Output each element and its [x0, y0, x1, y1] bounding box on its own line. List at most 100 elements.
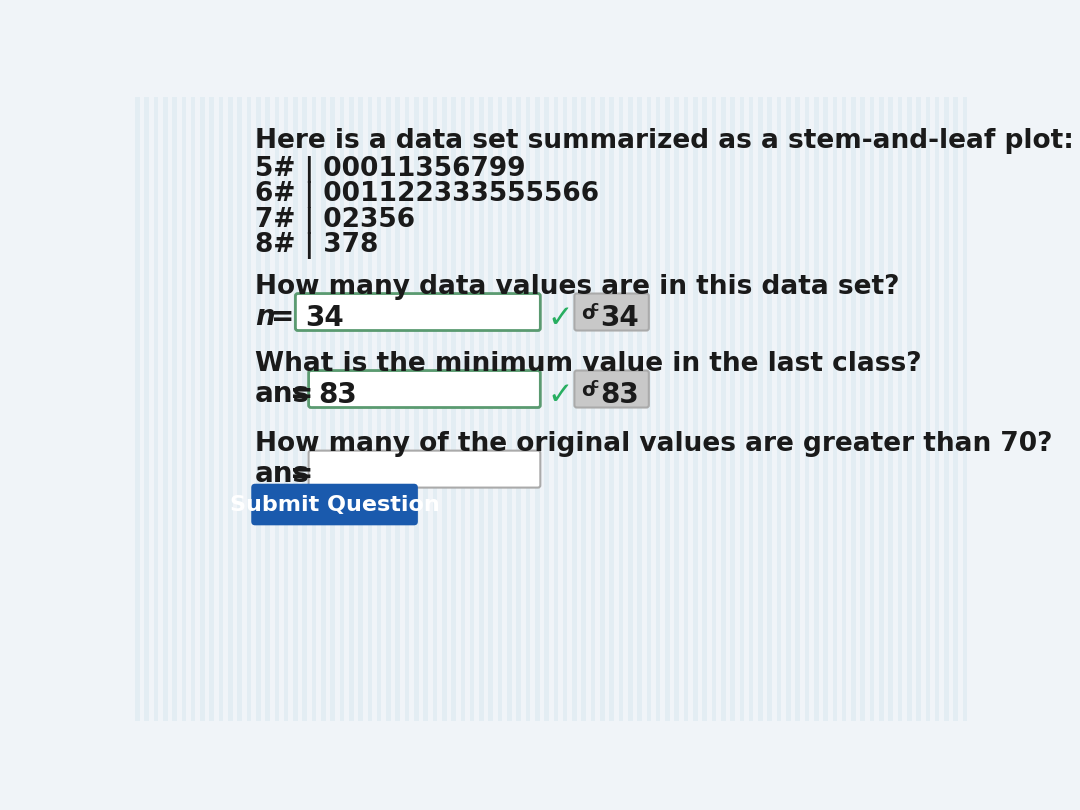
Bar: [153, 97, 159, 721]
Text: n: n: [255, 303, 275, 330]
Bar: [823, 97, 828, 721]
Bar: [833, 97, 837, 721]
FancyBboxPatch shape: [252, 484, 418, 526]
Bar: [962, 97, 968, 721]
Bar: [284, 97, 288, 721]
Bar: [339, 97, 345, 721]
Bar: [889, 97, 893, 721]
Text: 5# | 00011356799: 5# | 00011356799: [255, 156, 526, 183]
Bar: [665, 97, 670, 721]
Bar: [609, 97, 613, 721]
Bar: [926, 97, 930, 721]
Text: 7# | 02356: 7# | 02356: [255, 207, 415, 233]
Bar: [321, 97, 326, 721]
Bar: [526, 97, 530, 721]
Bar: [377, 97, 381, 721]
FancyBboxPatch shape: [309, 370, 540, 407]
Bar: [395, 97, 400, 721]
Bar: [135, 97, 139, 721]
Text: 34: 34: [306, 304, 345, 331]
Bar: [647, 97, 651, 721]
Bar: [712, 97, 716, 721]
Bar: [879, 97, 883, 721]
Text: c: c: [591, 301, 599, 314]
Text: 34: 34: [600, 304, 638, 331]
Bar: [330, 97, 335, 721]
Bar: [256, 97, 260, 721]
Text: ✓: ✓: [548, 381, 572, 410]
Bar: [935, 97, 940, 721]
Bar: [730, 97, 734, 721]
Bar: [674, 97, 679, 721]
FancyBboxPatch shape: [575, 370, 649, 407]
Bar: [535, 97, 540, 721]
Bar: [163, 97, 167, 721]
Bar: [359, 97, 363, 721]
FancyBboxPatch shape: [296, 293, 540, 330]
Bar: [627, 97, 633, 721]
Text: c: c: [591, 377, 599, 391]
Bar: [451, 97, 456, 721]
Bar: [795, 97, 800, 721]
Text: o: o: [581, 304, 595, 322]
Text: 83: 83: [319, 381, 357, 408]
Bar: [897, 97, 902, 721]
Bar: [619, 97, 623, 721]
Bar: [684, 97, 688, 721]
Bar: [777, 97, 781, 721]
Bar: [181, 97, 186, 721]
Bar: [907, 97, 912, 721]
Bar: [210, 97, 214, 721]
Bar: [423, 97, 428, 721]
Bar: [480, 97, 484, 721]
Text: 6# | 001122333555566: 6# | 001122333555566: [255, 181, 599, 208]
Bar: [442, 97, 446, 721]
Bar: [266, 97, 270, 721]
Bar: [433, 97, 437, 721]
Bar: [387, 97, 391, 721]
Bar: [405, 97, 409, 721]
Bar: [954, 97, 958, 721]
Bar: [600, 97, 605, 721]
Text: What is the minimum value in the last class?: What is the minimum value in the last cl…: [255, 352, 921, 377]
Bar: [554, 97, 558, 721]
Bar: [861, 97, 865, 721]
Bar: [488, 97, 494, 721]
Text: =: =: [291, 380, 313, 407]
Bar: [200, 97, 205, 721]
Bar: [544, 97, 549, 721]
Bar: [656, 97, 661, 721]
Bar: [693, 97, 698, 721]
Bar: [238, 97, 242, 721]
Text: ans: ans: [255, 380, 310, 407]
Bar: [748, 97, 754, 721]
Text: Submit Question: Submit Question: [230, 495, 440, 514]
Bar: [218, 97, 224, 721]
Bar: [869, 97, 875, 721]
Bar: [591, 97, 595, 721]
Bar: [944, 97, 948, 721]
Bar: [470, 97, 474, 721]
Bar: [702, 97, 707, 721]
Bar: [145, 97, 149, 721]
FancyBboxPatch shape: [309, 450, 540, 488]
Bar: [274, 97, 279, 721]
Bar: [367, 97, 373, 721]
Bar: [563, 97, 567, 721]
Bar: [841, 97, 847, 721]
Text: o: o: [581, 381, 595, 399]
Bar: [302, 97, 307, 721]
Bar: [637, 97, 642, 721]
Bar: [581, 97, 586, 721]
Bar: [228, 97, 232, 721]
Bar: [498, 97, 502, 721]
Bar: [293, 97, 298, 721]
Text: =: =: [271, 303, 294, 330]
Bar: [805, 97, 809, 721]
FancyBboxPatch shape: [575, 293, 649, 330]
Bar: [740, 97, 744, 721]
Bar: [172, 97, 177, 721]
Text: ans: ans: [255, 460, 310, 488]
Bar: [507, 97, 512, 721]
Text: =: =: [291, 460, 313, 488]
